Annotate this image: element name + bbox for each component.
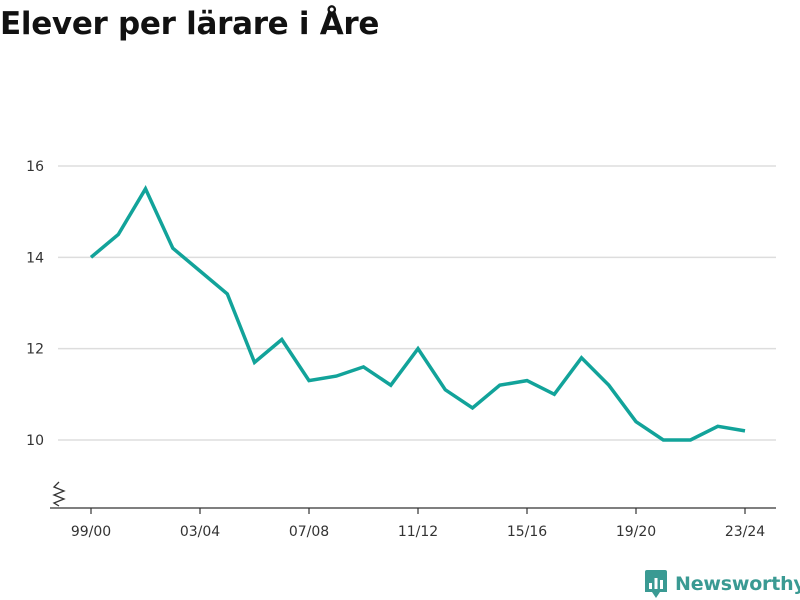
y-tick-label: 12	[26, 342, 44, 358]
x-tick-label: 19/20	[616, 524, 656, 540]
x-tick-label: 15/16	[507, 524, 547, 540]
y-tick-label: 14	[26, 250, 44, 266]
x-tick-label: 07/08	[289, 524, 329, 540]
brand-name: Newsworthy	[675, 573, 800, 595]
y-tick-label: 16	[26, 159, 44, 175]
chart-title: Elever per lärare i Åre	[0, 6, 380, 42]
bar-chart-icon	[645, 570, 667, 598]
x-tick-label: 03/04	[180, 524, 220, 540]
x-tick-label: 99/00	[71, 524, 111, 540]
y-tick-label: 10	[26, 433, 44, 449]
x-tick-label: 11/12	[398, 524, 438, 540]
series-line	[89, 185, 746, 442]
brand-logo: Newsworthy	[644, 569, 800, 599]
axis-break-marker	[52, 481, 66, 507]
x-tick-label: 23/24	[725, 524, 765, 540]
